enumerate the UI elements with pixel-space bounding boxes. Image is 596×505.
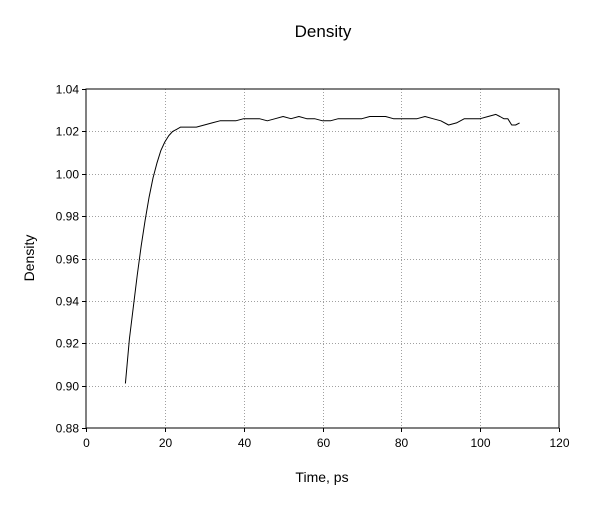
grid-lines xyxy=(86,89,559,428)
series-layer xyxy=(124,113,520,384)
y-tick-label: 0.94 xyxy=(56,295,80,309)
y-tick-label: 1.02 xyxy=(56,125,80,139)
x-axis-title: Time, ps xyxy=(295,469,348,485)
plot-area xyxy=(86,89,559,428)
chart-title: Density xyxy=(295,22,352,41)
y-tick-label: 0.90 xyxy=(56,380,80,394)
y-axis-title: Density xyxy=(21,235,37,282)
y-tick-label: 1.00 xyxy=(56,168,80,182)
x-tick-label: 20 xyxy=(159,436,173,450)
x-tick-label: 120 xyxy=(549,436,569,450)
x-tick-label: 0 xyxy=(83,436,90,450)
x-tick-label: 40 xyxy=(238,436,252,450)
x-tick-label: 100 xyxy=(470,436,490,450)
plot-border xyxy=(85,88,560,429)
x-tick-label: 80 xyxy=(395,436,409,450)
y-tick-label: 0.98 xyxy=(56,210,80,224)
x-tick-label: 60 xyxy=(317,436,331,450)
density-series-line xyxy=(124,113,520,384)
y-tick-label: 0.92 xyxy=(56,337,80,351)
y-tick-label: 1.04 xyxy=(56,83,80,97)
y-tick-label: 0.88 xyxy=(56,422,80,436)
axis-ticks: 0.88 0.90 0.92 0.94 0.96 0.98 1.00 1.02 1.04 0 20 4… xyxy=(56,83,570,451)
y-tick-label: 0.96 xyxy=(56,253,80,267)
